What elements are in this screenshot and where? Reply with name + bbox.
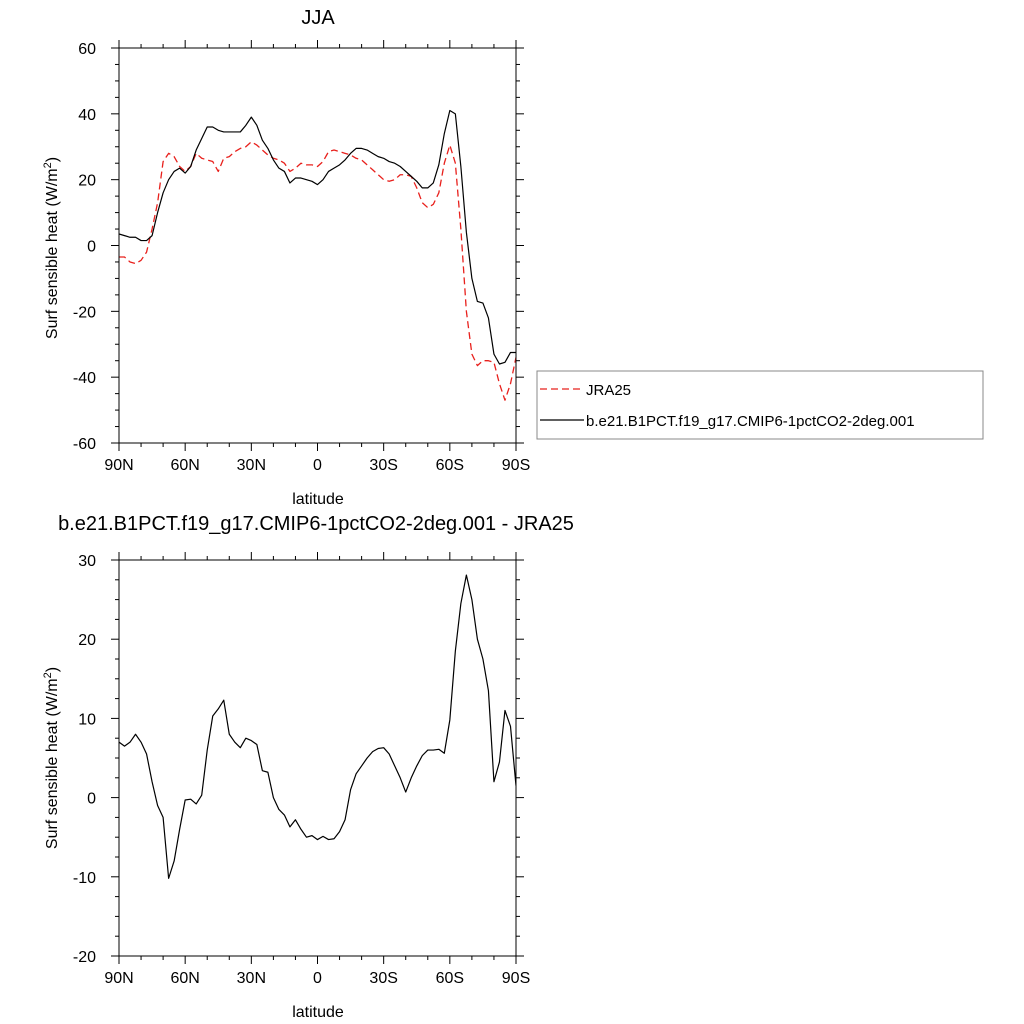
top-chart-title: JJA: [301, 7, 335, 29]
bottom-x-tick-label: 60S: [436, 970, 464, 987]
top-y-tick-label: 20: [78, 173, 96, 190]
bottom-plot-frame: [118, 559, 517, 957]
bottom-y-axis-label-sup: 2: [42, 672, 54, 678]
bottom-series-line-0: [119, 574, 516, 879]
top-series-line-1: [119, 109, 516, 365]
bottom-x-tick-label: 60N: [170, 970, 199, 987]
top-y-axis-label-main: Surf sensible heat (W/m: [44, 168, 61, 339]
top-panel: JJA 90N 60N 30N 0 30S 60S 90S-60-40-200204060 …: [42, 7, 984, 508]
top-x-tick-label: 0: [313, 457, 322, 474]
top-y-axis-label-sup: 2: [42, 162, 54, 168]
bottom-x-tick-label: 30S: [369, 970, 397, 987]
bottom-plot-area: 90N 60N 30N 0 30S 60S 90S -20 -10 0 10 20 30: [73, 552, 530, 987]
bottom-y-tick-label: -10: [73, 870, 96, 887]
bottom-panel: b.e21.B1PCT.f19_g17.CMIP6-1pctCO2-2deg.0…: [42, 513, 574, 1021]
top-y-tick-label: -60: [73, 436, 96, 453]
legend-label-jra25: JRA25: [586, 382, 631, 399]
bottom-y-tick-label: 0: [87, 791, 96, 808]
top-plot-frame: [118, 47, 517, 444]
top-y-tick-label: -40: [73, 370, 96, 387]
bottom-chart-title: b.e21.B1PCT.f19_g17.CMIP6-1pctCO2-2deg.0…: [58, 513, 574, 535]
top-x-axis-label: latitude: [292, 491, 344, 508]
bottom-y-tick-label: -20: [73, 949, 96, 966]
legend-box: [536, 370, 984, 440]
top-y-tick-label: 40: [78, 107, 96, 124]
top-x-tick-label: 30N: [237, 457, 266, 474]
bottom-y-axis-label-close: ): [44, 667, 61, 672]
top-series-line-0: [119, 141, 516, 401]
top-x-tick-label: 60N: [170, 457, 199, 474]
bottom-y-tick-label: 30: [78, 553, 96, 570]
bottom-x-axis-label: latitude: [292, 1004, 344, 1021]
bottom-x-tick-label: 0: [313, 970, 322, 987]
bottom-x-tick-label: 90N: [104, 970, 133, 987]
top-y-axis-label: Surf sensible heat (W/m2): [42, 157, 61, 339]
bottom-y-axis-label-main: Surf sensible heat (W/m: [44, 678, 61, 849]
top-plot-area: 90N 60N 30N 0 30S 60S 90S -60 -40 -20 0 20 40 60: [73, 40, 530, 474]
top-y-tick-label: 60: [78, 41, 96, 58]
bottom-x-tick-label: 90S: [502, 970, 530, 987]
bottom-x-tick-label: 30N: [237, 970, 266, 987]
legend: JRA25 b.e21.B1PCT.f19_g17.CMIP6-1pctCO2-…: [536, 370, 984, 440]
top-x-tick-label: 90N: [104, 457, 133, 474]
top-y-axis-label-close: ): [44, 157, 61, 162]
bottom-y-tick-label: 20: [78, 632, 96, 649]
top-x-tick-label: 90S: [502, 457, 530, 474]
bottom-y-tick-label: 10: [78, 711, 96, 728]
top-x-tick-label: 30S: [369, 457, 397, 474]
top-y-tick-label: -20: [73, 304, 96, 321]
legend-label-model: b.e21.B1PCT.f19_g17.CMIP6-1pctCO2-2deg.0…: [586, 413, 915, 430]
top-x-tick-label: 60S: [436, 457, 464, 474]
top-y-tick-label: 0: [87, 239, 96, 256]
bottom-y-axis-label: Surf sensible heat (W/m2): [42, 667, 61, 849]
